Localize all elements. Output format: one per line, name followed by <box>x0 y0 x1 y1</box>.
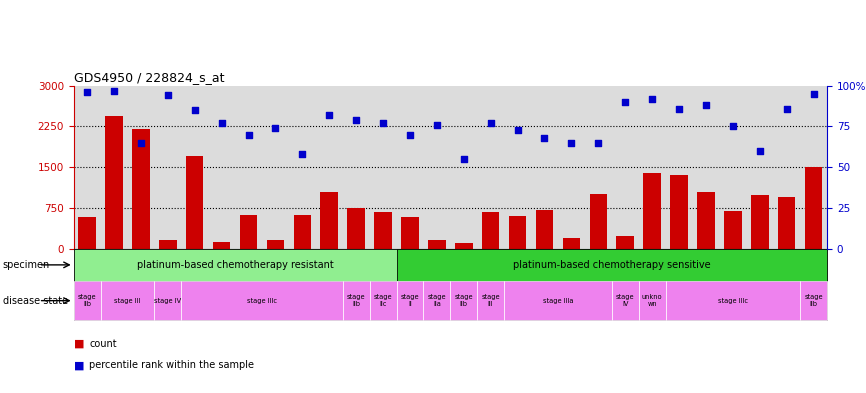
Text: percentile rank within the sample: percentile rank within the sample <box>89 360 255 371</box>
Point <box>107 87 121 94</box>
Bar <box>643 173 661 249</box>
Point <box>591 140 605 146</box>
Text: platinum-based chemotherapy sensitive: platinum-based chemotherapy sensitive <box>513 260 711 270</box>
Bar <box>181 281 343 320</box>
Bar <box>397 249 827 281</box>
Point <box>81 89 94 95</box>
Bar <box>778 197 795 249</box>
Bar <box>724 211 741 249</box>
Bar <box>374 212 391 249</box>
Point <box>188 107 202 113</box>
Text: stage III: stage III <box>114 298 140 304</box>
Text: stage
III: stage III <box>481 294 500 307</box>
Bar <box>100 281 154 320</box>
Point <box>161 92 175 99</box>
Bar <box>611 281 638 320</box>
Point <box>565 140 578 146</box>
Point <box>134 140 148 146</box>
Point <box>484 120 498 126</box>
Point <box>726 123 740 130</box>
Bar <box>697 192 714 249</box>
Bar <box>751 195 768 249</box>
Bar <box>590 194 607 249</box>
Point <box>511 127 525 133</box>
Bar <box>186 156 204 249</box>
Bar <box>401 217 418 249</box>
Point <box>403 131 417 138</box>
Bar <box>638 281 666 320</box>
Bar <box>343 281 370 320</box>
Point <box>753 148 766 154</box>
Text: ■: ■ <box>74 360 84 371</box>
Bar <box>74 281 827 320</box>
Bar <box>455 243 473 249</box>
Bar <box>617 236 634 249</box>
Point <box>538 135 552 141</box>
Text: stage IIIc: stage IIIc <box>247 298 277 304</box>
Text: stage
II: stage II <box>401 294 419 307</box>
Bar <box>106 116 123 249</box>
Point <box>430 122 443 128</box>
Bar <box>670 175 688 249</box>
Bar <box>213 242 230 249</box>
Bar <box>347 208 365 249</box>
Bar <box>370 281 397 320</box>
Text: disease state: disease state <box>3 296 68 306</box>
Point <box>268 125 282 131</box>
Bar <box>320 192 338 249</box>
Bar <box>536 209 553 249</box>
Bar <box>805 167 823 249</box>
Bar <box>397 281 423 320</box>
Text: unkno
wn: unkno wn <box>642 294 662 307</box>
Point <box>618 99 632 105</box>
Bar <box>800 281 827 320</box>
Point <box>349 117 363 123</box>
Text: stage IIIc: stage IIIc <box>718 298 748 304</box>
Text: stage
IIb: stage IIb <box>78 294 96 307</box>
Text: stage
IIa: stage IIa <box>428 294 446 307</box>
Text: stage
IIb: stage IIb <box>805 294 823 307</box>
Bar <box>477 281 504 320</box>
Bar <box>666 281 800 320</box>
Bar <box>74 281 100 320</box>
Point <box>672 105 686 112</box>
Bar <box>563 239 580 249</box>
Bar <box>132 129 150 249</box>
Bar <box>267 239 284 249</box>
Text: ■: ■ <box>74 339 84 349</box>
Text: platinum-based chemotherapy resistant: platinum-based chemotherapy resistant <box>137 260 333 270</box>
Text: stage
IIb: stage IIb <box>455 294 473 307</box>
Point <box>699 102 713 108</box>
Bar <box>482 212 500 249</box>
Text: stage IIIa: stage IIIa <box>543 298 573 304</box>
Point <box>457 156 471 162</box>
Text: stage
IV: stage IV <box>616 294 635 307</box>
Text: specimen: specimen <box>3 260 50 270</box>
Point <box>242 131 255 138</box>
Bar <box>240 215 257 249</box>
Bar <box>159 239 177 249</box>
Bar <box>154 281 181 320</box>
Bar <box>74 249 397 281</box>
Bar <box>78 217 96 249</box>
Point <box>806 91 820 97</box>
Bar <box>74 249 827 281</box>
Text: count: count <box>89 339 117 349</box>
Bar <box>423 281 450 320</box>
Point <box>645 95 659 102</box>
Bar <box>294 215 311 249</box>
Text: stage
IIc: stage IIc <box>374 294 392 307</box>
Text: stage IV: stage IV <box>154 298 181 304</box>
Point <box>215 120 229 126</box>
Point <box>376 120 390 126</box>
Text: GDS4950 / 228824_s_at: GDS4950 / 228824_s_at <box>74 72 224 84</box>
Point <box>779 105 793 112</box>
Bar <box>428 239 446 249</box>
Bar <box>504 281 611 320</box>
Bar <box>509 216 527 249</box>
Text: stage
IIb: stage IIb <box>346 294 365 307</box>
Bar <box>450 281 477 320</box>
Point <box>322 112 336 118</box>
Point <box>295 151 309 157</box>
